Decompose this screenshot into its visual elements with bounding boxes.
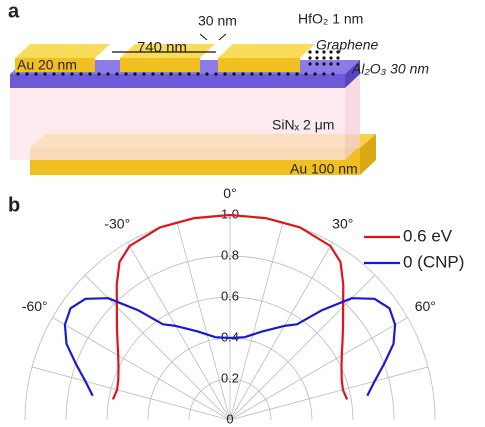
r-tick-label: 0.6 xyxy=(221,288,239,303)
graphene-dot xyxy=(88,72,91,75)
figure: a HfO₂ 1 nm 30 nm 740 nm Graphene Au 20 … xyxy=(0,0,485,427)
sinx-label: SiNₓ 2 μm xyxy=(272,117,334,133)
graphene-dot xyxy=(43,72,46,75)
graphene-dot xyxy=(34,72,37,75)
al2o3-front xyxy=(10,74,345,88)
gap-label: 30 nm xyxy=(198,13,237,29)
graphene-dot xyxy=(106,72,109,75)
grid-spoke xyxy=(128,242,231,420)
graphene-dot xyxy=(16,72,19,75)
r-tick-label: 0.8 xyxy=(221,247,239,262)
graphene-dot xyxy=(52,72,55,75)
au-top-label: Au 20 nm xyxy=(17,57,77,73)
au-top-right-front xyxy=(218,58,300,72)
graphene-dot xyxy=(223,72,226,75)
graphene-dot xyxy=(97,72,100,75)
graphene-label: Graphene xyxy=(316,37,378,53)
graphene-dot xyxy=(115,72,118,75)
theta-tick-label: 0° xyxy=(223,185,236,201)
grid-spoke xyxy=(230,275,375,420)
r-tick-label: 0.2 xyxy=(221,370,239,385)
panel-label: a xyxy=(8,0,20,22)
graphene-dot xyxy=(295,72,298,75)
graphene-dot xyxy=(250,72,253,75)
panel-label: b xyxy=(8,194,20,216)
theta-tick-label: 30° xyxy=(332,215,353,231)
graphene-dot xyxy=(322,62,325,65)
grid-spoke xyxy=(230,367,428,420)
theta-tick-label: 60° xyxy=(415,298,436,314)
graphene-dot xyxy=(336,62,339,65)
graphene-dot xyxy=(315,62,318,65)
gap-arrow xyxy=(219,34,226,40)
graphene-dot xyxy=(259,72,262,75)
grid-spoke xyxy=(230,242,333,420)
graphene-dot xyxy=(241,72,244,75)
graphene-dot xyxy=(25,72,28,75)
graphene-dot xyxy=(308,50,311,53)
graphene-dot xyxy=(133,72,136,75)
graphene-dot xyxy=(313,72,316,75)
graphene-dot xyxy=(151,72,154,75)
period-label: 740 nm xyxy=(137,39,187,56)
graphene-dot xyxy=(124,72,127,75)
graphene-dot xyxy=(232,72,235,75)
graphene-dot xyxy=(322,56,325,59)
gap-arrow xyxy=(200,34,207,40)
graphene-dot xyxy=(304,72,307,75)
au-top-right xyxy=(218,44,315,58)
graphene-dot xyxy=(329,56,332,59)
theta-tick-label: -30° xyxy=(104,215,130,231)
grid-spoke xyxy=(85,275,230,420)
legend-label: 0 (CNP) xyxy=(403,252,464,271)
sinx-side xyxy=(345,74,360,160)
hfo2-label: HfO₂ 1 nm xyxy=(298,11,363,27)
graphene-dot xyxy=(308,56,311,59)
graphene-dot xyxy=(205,72,208,75)
graphene-dot xyxy=(308,62,311,65)
graphene-dot xyxy=(178,72,181,75)
graphene-dot xyxy=(286,72,289,75)
schematic xyxy=(10,34,376,175)
graphene-dot xyxy=(142,72,145,75)
graphene-dot xyxy=(329,62,332,65)
graphene-dot xyxy=(70,72,73,75)
graphene-dot xyxy=(268,72,271,75)
graphene-dot xyxy=(336,56,339,59)
graphene-dot xyxy=(169,72,172,75)
au-bottom-label: Au 100 nm xyxy=(290,161,358,177)
graphene-dot xyxy=(196,72,199,75)
graphene-dot xyxy=(214,72,217,75)
legend-label: 0.6 eV xyxy=(403,226,453,245)
graphene-dot xyxy=(315,56,318,59)
grid-spoke xyxy=(32,367,230,420)
graphene-dot xyxy=(187,72,190,75)
page: a HfO₂ 1 nm 30 nm 740 nm Graphene Au 20 … xyxy=(0,0,485,427)
al2o3-label: Al₂O₃ 30 nm xyxy=(351,61,429,77)
graphene-dot xyxy=(322,72,325,75)
graphene-dot xyxy=(61,72,64,75)
au-top-mid-front xyxy=(120,58,200,72)
graphene-dot xyxy=(331,72,334,75)
polar-chart: -60°-30°0°30°60°00.20.40.60.81.00.6 eV0 … xyxy=(22,185,465,426)
graphene-dot xyxy=(79,72,82,75)
r-tick-label: 0 xyxy=(226,411,233,426)
theta-tick-label: -60° xyxy=(22,298,48,314)
graphene-dot xyxy=(160,72,163,75)
graphene-dot xyxy=(277,72,280,75)
